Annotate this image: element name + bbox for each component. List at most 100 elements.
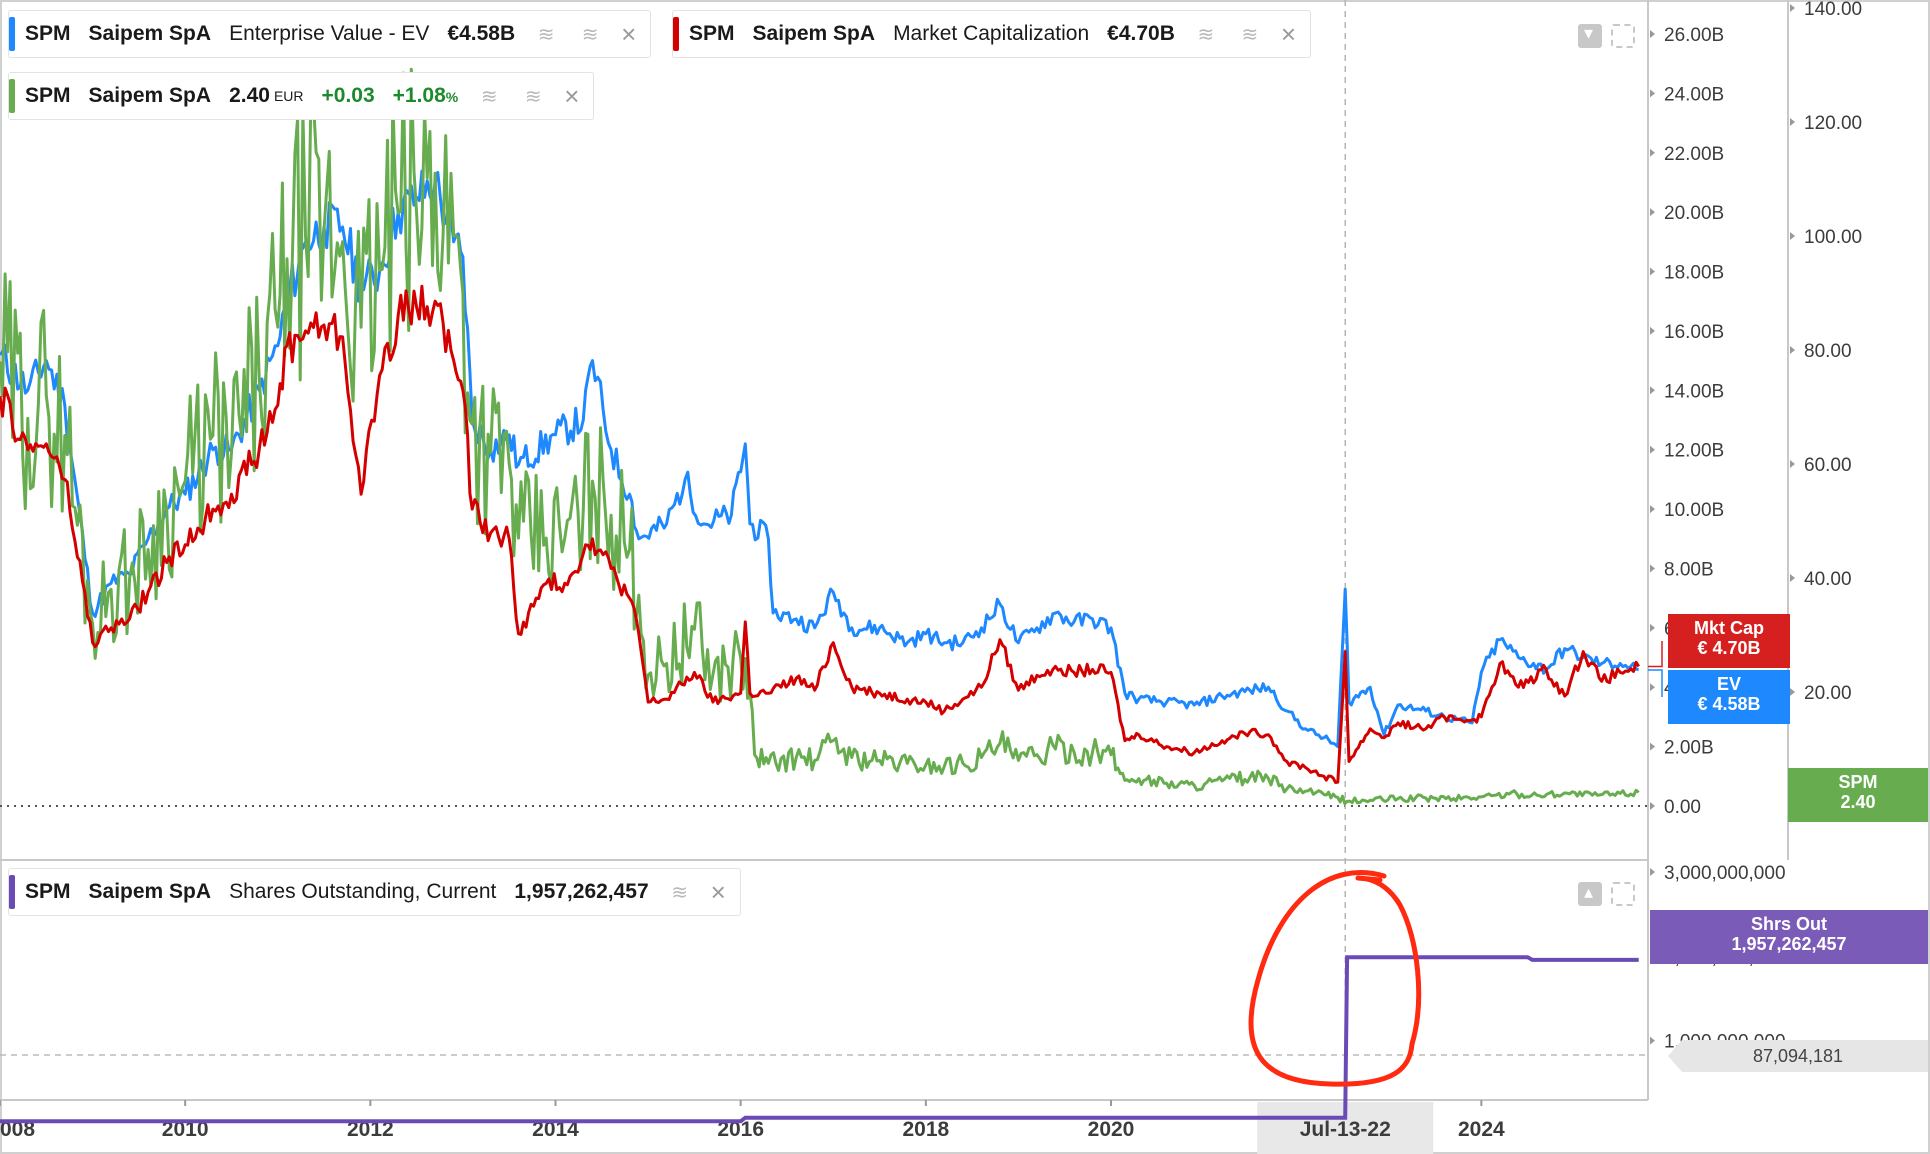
- y-left-tick-mark: [1650, 386, 1655, 395]
- flag-value: € 4.58B: [1697, 694, 1761, 714]
- y-right-tick-mark: [1790, 346, 1795, 354]
- y-right-tick-mark: [1790, 574, 1795, 582]
- x-tick-label: 2024: [1458, 1118, 1505, 1141]
- x-tick-label: 2014: [532, 1118, 579, 1141]
- move-pane-up-icon[interactable]: [1578, 882, 1602, 906]
- legend-market-cap[interactable]: SPM Saipem SpA Market Capitalization €4.…: [672, 10, 1312, 58]
- close-icon[interactable]: ×: [564, 81, 580, 111]
- x-tick-label: 2020: [1088, 1118, 1135, 1141]
- legend-ticker: SPM: [25, 22, 71, 45]
- y-left-tick-label: 0.00: [1664, 797, 1701, 818]
- legend-metric: Enterprise Value - EV: [229, 22, 430, 45]
- legend-ticker: SPM: [25, 880, 71, 903]
- legend-value: 1,957,262,457: [514, 880, 649, 903]
- legend-value: €4.58B: [447, 22, 516, 45]
- flag-shares-previous: 87,094,181: [1668, 1040, 1928, 1072]
- x-tick-label: 2012: [347, 1118, 394, 1141]
- y-left-tick-mark: [1650, 683, 1655, 692]
- series-line-market-cap: [0, 284, 1640, 784]
- y-right-tick-mark: [1790, 688, 1795, 696]
- flag-label: EV: [1716, 674, 1741, 694]
- legend-company: Saipem SpA: [88, 880, 212, 903]
- y-right-tick-mark: [1790, 118, 1795, 126]
- layers-settings-icon[interactable]: ≋: [524, 85, 542, 108]
- y-left-tick-mark: [1650, 30, 1655, 38]
- legend-enterprise-value[interactable]: SPM Saipem SpA Enterprise Value - EV €4.…: [8, 10, 652, 58]
- y-left-tick-label: 18.00B: [1664, 263, 1724, 284]
- legend-ticker: SPM: [689, 22, 735, 45]
- legend-price-value: 2.40: [229, 84, 270, 107]
- legend-company: Saipem SpA: [88, 22, 212, 45]
- y-right-tick-mark: [1790, 232, 1795, 240]
- legend-change: +0.03: [321, 84, 375, 107]
- y-left-tick-mark: [1650, 208, 1655, 217]
- y-right-tick-label: 80.00: [1804, 341, 1852, 362]
- legend-change-pct: +1.08%: [393, 84, 459, 108]
- legend-company: Saipem SpA: [88, 84, 212, 107]
- stack-layers-icon[interactable]: ≋: [537, 23, 555, 46]
- flag-value: 2.40: [1840, 792, 1876, 812]
- y-left-tick-mark: [1650, 445, 1655, 454]
- y-right-tick-label: 120.00: [1804, 113, 1862, 134]
- y-left-tick-label: 10.00B: [1664, 500, 1724, 521]
- y-right-tick-label: 20.00: [1804, 683, 1852, 704]
- legend-value: €4.70B: [1107, 22, 1175, 45]
- shares-color-swatch: [9, 875, 15, 909]
- flag-connector-ev: [1648, 669, 1663, 697]
- layers-settings-icon[interactable]: ≋: [671, 881, 689, 904]
- legend-metric: Market Capitalization: [893, 22, 1090, 45]
- y-left-tick-mark: [1650, 148, 1655, 157]
- download-icon[interactable]: [1578, 23, 1602, 48]
- flag-value: 87,094,181: [1752, 1046, 1844, 1066]
- change-pct-value: +1.08: [392, 84, 446, 107]
- flag-label: SPM: [1838, 772, 1878, 792]
- flag-shares-outstanding: Shrs Out 1,957,262,457: [1650, 910, 1928, 964]
- y-left-tick-label: 24.00B: [1664, 84, 1724, 105]
- y-left-tick-mark: [1650, 802, 1655, 810]
- crosshair-date-label: Jul-13-22: [1300, 1118, 1391, 1141]
- fullscreen-icon[interactable]: [1611, 24, 1635, 48]
- y-left-tick-mark: [1650, 267, 1655, 276]
- legend-metric: Shares Outstanding, Current: [229, 880, 497, 903]
- series-line-shares-outstanding: [0, 955, 1639, 1124]
- fullscreen-icon[interactable]: [1611, 882, 1635, 906]
- close-icon[interactable]: ×: [621, 19, 637, 49]
- y-left-tick-label: 26.00B: [1664, 25, 1724, 46]
- flag-connector-market-cap: [1648, 641, 1663, 668]
- y-left-tick-label: 2.00B: [1664, 738, 1714, 759]
- close-icon[interactable]: ×: [1280, 19, 1297, 49]
- flag-label: Mkt Cap: [1693, 618, 1764, 638]
- y-shares-tick-mark: [1650, 868, 1655, 876]
- y-right-tick-label: 40.00: [1804, 569, 1852, 590]
- flag-enterprise-value: EV € 4.58B: [1668, 670, 1790, 724]
- flag-price: SPM 2.40: [1788, 768, 1928, 822]
- x-tick-label: 008: [0, 1118, 35, 1141]
- x-tick-label: 2018: [902, 1118, 949, 1141]
- y-left-tick-label: 14.00B: [1664, 381, 1724, 402]
- ev-color-swatch: [9, 17, 15, 51]
- flag-label: Shrs Out: [1750, 914, 1827, 934]
- layers-settings-icon[interactable]: ≋: [581, 23, 599, 46]
- close-icon[interactable]: ×: [710, 877, 726, 907]
- y-left-tick-mark: [1650, 326, 1655, 335]
- red-circle-annotation: [1248, 870, 1422, 1087]
- percent-sign: %: [445, 89, 459, 105]
- y-right-tick-label: 60.00: [1804, 455, 1852, 476]
- y-left-tick-mark: [1650, 742, 1655, 751]
- y-shares-tick-label: 3,000,000,000: [1664, 863, 1786, 884]
- series-line-enterprise-value: [0, 169, 1639, 749]
- y-left-tick-label: 16.00B: [1664, 322, 1724, 343]
- layers-settings-icon[interactable]: ≋: [1241, 23, 1259, 46]
- legend-price[interactable]: SPM Saipem SpA 2.40 EUR +0.03 +1.08% ≋ ≋…: [8, 72, 595, 120]
- y-right-tick-label: 140.00: [1804, 0, 1862, 20]
- y-left-tick-label: 20.00B: [1664, 203, 1724, 224]
- legend-shares-outstanding[interactable]: SPM Saipem SpA Shares Outstanding, Curre…: [8, 868, 741, 916]
- stack-layers-icon[interactable]: ≋: [1197, 23, 1215, 46]
- y-left-tick-mark: [1650, 623, 1655, 632]
- x-tick-label: 2016: [717, 1118, 764, 1141]
- y-right-tick-mark: [1790, 4, 1795, 12]
- y-shares-tick-mark: [1650, 1036, 1655, 1045]
- stack-layers-icon[interactable]: ≋: [480, 85, 498, 108]
- x-tick-label: 2010: [162, 1118, 209, 1141]
